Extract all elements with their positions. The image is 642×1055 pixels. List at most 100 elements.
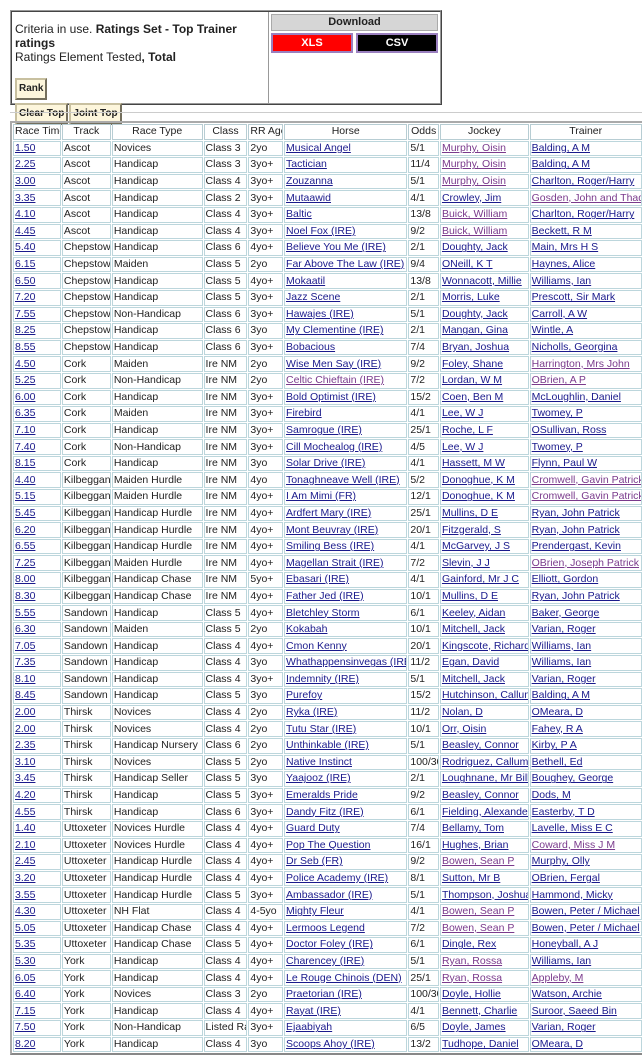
race-time-link[interactable]: 5.45 xyxy=(15,506,36,519)
horse-link[interactable]: Zouzanna xyxy=(286,175,333,188)
jockey-link[interactable]: Morris, Luke xyxy=(441,291,500,304)
race-time-link[interactable]: 7.05 xyxy=(15,639,36,652)
jockey-link[interactable]: Bowen, Sean P xyxy=(441,855,515,868)
trainer-link[interactable]: Balding, A M xyxy=(531,141,591,154)
race-time-link[interactable]: 8.10 xyxy=(15,672,36,685)
trainer-link[interactable]: Kirby, P A xyxy=(531,739,577,752)
race-time-link[interactable]: 8.20 xyxy=(15,1037,36,1050)
horse-link[interactable]: Mighty Fleur xyxy=(286,905,344,918)
race-time-link[interactable]: 5.35 xyxy=(15,938,36,951)
horse-link[interactable]: Believe You Me (IRE) xyxy=(286,241,386,254)
trainer-link[interactable]: Charlton, Roger/Harry xyxy=(531,175,635,188)
jockey-link[interactable]: Foley, Shane xyxy=(441,357,504,370)
jockey-link[interactable]: Murphy, Oisin xyxy=(441,158,506,171)
race-time-link[interactable]: 7.20 xyxy=(15,291,36,304)
jockey-link[interactable]: Bryan, Joshua xyxy=(441,341,510,354)
trainer-link[interactable]: Ryan, John Patrick xyxy=(531,523,620,536)
race-time-link[interactable]: 2.45 xyxy=(15,855,36,868)
trainer-link[interactable]: Balding, A M xyxy=(531,158,591,171)
race-time-link[interactable]: 5.25 xyxy=(15,374,36,387)
trainer-link[interactable]: Appleby, M xyxy=(531,971,584,984)
race-time-link[interactable]: 5.05 xyxy=(15,921,36,934)
trainer-link[interactable]: Varian, Roger xyxy=(531,623,596,636)
trainer-link[interactable]: Prendergast, Kevin xyxy=(531,540,621,553)
jockey-link[interactable]: Wonnacott, Millie xyxy=(441,274,522,287)
horse-link[interactable]: Firebird xyxy=(286,407,322,420)
jockey-link[interactable]: Mangan, Gina xyxy=(441,324,508,337)
race-time-link[interactable]: 7.40 xyxy=(15,440,36,453)
jockey-link[interactable]: Kingscote, Richard xyxy=(441,639,529,652)
horse-link[interactable]: Dandy Fitz (IRE) xyxy=(286,805,364,818)
jockey-link[interactable]: Lee, W J xyxy=(441,407,484,420)
race-time-link[interactable]: 5.30 xyxy=(15,954,36,967)
horse-link[interactable]: Rayat (IRE) xyxy=(286,1004,341,1017)
jockey-link[interactable]: Nolan, D xyxy=(441,706,483,719)
jockey-link[interactable]: Buick, William xyxy=(441,208,508,221)
jockey-link[interactable]: ONeill, K T xyxy=(441,258,493,271)
race-time-link[interactable]: 3.35 xyxy=(15,191,36,204)
race-time-link[interactable]: 7.25 xyxy=(15,556,36,569)
race-time-link[interactable]: 4.55 xyxy=(15,805,36,818)
race-time-link[interactable]: 4.30 xyxy=(15,905,36,918)
trainer-link[interactable]: Wintle, A xyxy=(531,324,574,337)
horse-link[interactable]: Wise Men Say (IRE) xyxy=(286,357,382,370)
trainer-link[interactable]: Beckett, R M xyxy=(531,224,592,237)
jockey-link[interactable]: Doughty, Jack xyxy=(441,241,508,254)
trainer-link[interactable]: Haynes, Alice xyxy=(531,258,596,271)
trainer-link[interactable]: Lavelle, Miss E C xyxy=(531,822,613,835)
trainer-link[interactable]: Dods, M xyxy=(531,789,571,802)
horse-link[interactable]: Noel Fox (IRE) xyxy=(286,224,356,237)
horse-link[interactable]: Guard Duty xyxy=(286,822,340,835)
trainer-link[interactable]: Flynn, Paul W xyxy=(531,457,597,470)
jockey-link[interactable]: Coen, Ben M xyxy=(441,390,504,403)
horse-link[interactable]: Bobacious xyxy=(286,341,336,354)
jockey-link[interactable]: Mullins, D E xyxy=(441,506,498,519)
trainer-link[interactable]: Williams, Ian xyxy=(531,274,592,287)
jockey-link[interactable]: Gainford, Mr J C xyxy=(441,573,519,586)
jockey-link[interactable]: Mitchell, Jack xyxy=(441,623,505,636)
jockey-link[interactable]: Fielding, Alexander xyxy=(441,805,529,818)
jockey-link[interactable]: Rodriguez, Callum xyxy=(441,755,529,768)
jockey-link[interactable]: Dingle, Rex xyxy=(441,938,497,951)
race-time-link[interactable]: 8.55 xyxy=(15,341,36,354)
jockey-link[interactable]: Beasley, Connor xyxy=(441,789,519,802)
race-time-link[interactable]: 3.00 xyxy=(15,175,36,188)
race-time-link[interactable]: 7.35 xyxy=(15,656,36,669)
trainer-link[interactable]: Bowen, Peter / Michael xyxy=(531,905,640,918)
trainer-link[interactable]: Williams, Ian xyxy=(531,656,592,669)
horse-link[interactable]: Far Above The Law (IRE) xyxy=(286,258,405,271)
race-time-link[interactable]: 5.55 xyxy=(15,606,36,619)
trainer-link[interactable]: Honeyball, A J xyxy=(531,938,599,951)
trainer-link[interactable]: Carroll, A W xyxy=(531,307,588,320)
horse-link[interactable]: Father Jed (IRE) xyxy=(286,589,364,602)
horse-link[interactable]: Pop The Question xyxy=(286,838,371,851)
jockey-link[interactable]: Bennett, Charlie xyxy=(441,1004,518,1017)
jockey-link[interactable]: Doyle, Hollie xyxy=(441,988,501,1001)
jockey-link[interactable]: Fitzgerald, S xyxy=(441,523,501,536)
race-time-link[interactable]: 2.25 xyxy=(15,158,36,171)
trainer-link[interactable]: Bethell, Ed xyxy=(531,755,583,768)
race-time-link[interactable]: 6.35 xyxy=(15,407,36,420)
horse-link[interactable]: Doctor Foley (IRE) xyxy=(286,938,373,951)
horse-link[interactable]: Solar Drive (IRE) xyxy=(286,457,366,470)
csv-download-button[interactable]: CSV xyxy=(356,33,438,53)
horse-link[interactable]: Whathappensinvegas (IRE) xyxy=(286,656,408,669)
jockey-link[interactable]: Mullins, D E xyxy=(441,589,498,602)
trainer-link[interactable]: Prescott, Sir Mark xyxy=(531,291,616,304)
race-time-link[interactable]: 6.15 xyxy=(15,258,36,271)
trainer-link[interactable]: Nicholls, Georgina xyxy=(531,341,618,354)
horse-link[interactable]: Charencey (IRE) xyxy=(286,954,365,967)
jockey-link[interactable]: Hughes, Brian xyxy=(441,838,509,851)
trainer-link[interactable]: Boughey, George xyxy=(531,772,614,785)
trainer-link[interactable]: OMeara, D xyxy=(531,1037,583,1050)
jockey-link[interactable]: Bowen, Sean P xyxy=(441,905,515,918)
race-time-link[interactable]: 2.10 xyxy=(15,838,36,851)
trainer-link[interactable]: Fahey, R A xyxy=(531,722,583,735)
horse-link[interactable]: Kokabah xyxy=(286,623,328,636)
jockey-link[interactable]: Donoghue, K M xyxy=(441,473,515,486)
jockey-link[interactable]: Hassett, M W xyxy=(441,457,505,470)
horse-link[interactable]: Ambassador (IRE) xyxy=(286,888,373,901)
jockey-link[interactable]: Loughnane, Mr Billy xyxy=(441,772,529,785)
horse-link[interactable]: Le Rouge Chinois (DEN) xyxy=(286,971,402,984)
jockey-link[interactable]: Keeley, Aidan xyxy=(441,606,506,619)
